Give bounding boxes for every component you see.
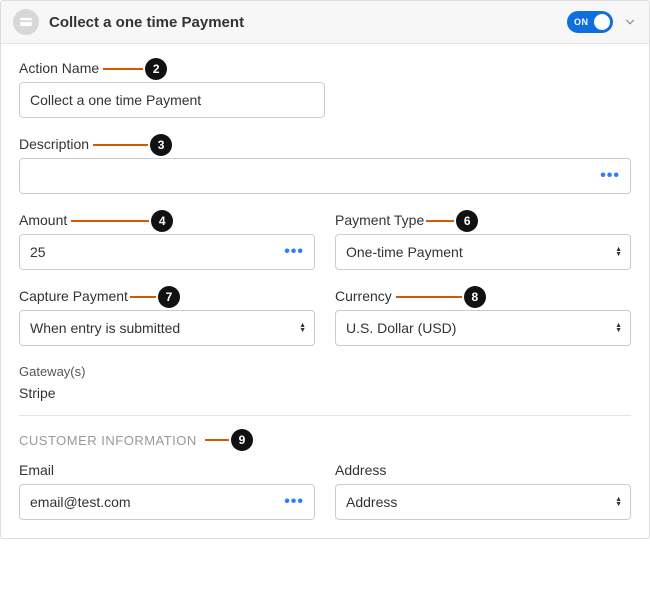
callout-4: 4	[71, 210, 173, 232]
address-label: Address	[335, 462, 631, 478]
callout-9: 9	[205, 429, 253, 451]
capture-payment-label: Capture Payment	[19, 288, 128, 304]
payment-type-label: Payment Type	[335, 212, 424, 228]
callout-7: 7	[130, 286, 180, 308]
currency-value: U.S. Dollar (USD)	[346, 320, 456, 336]
enabled-toggle[interactable]: ON	[567, 11, 613, 33]
amount-options-icon[interactable]: •••	[284, 243, 304, 261]
amount-label: Amount	[19, 212, 67, 228]
address-select[interactable]: Address ▲▼	[335, 484, 631, 520]
payment-type-select[interactable]: One-time Payment ▲▼	[335, 234, 631, 270]
amount-value: 25	[30, 244, 46, 260]
description-options-icon[interactable]: •••	[600, 167, 620, 185]
capture-payment-select[interactable]: When entry is submitted ▲▼	[19, 310, 315, 346]
action-name-input[interactable]: Collect a one time Payment	[19, 82, 325, 118]
panel-title: Collect a one time Payment	[49, 14, 567, 31]
payment-action-panel: Collect a one time Payment ON Action Nam…	[0, 0, 650, 539]
customer-info-section-title: CUSTOMER INFORMATION	[19, 433, 197, 448]
panel-body: Action Name 2 Collect a one time Payment…	[1, 44, 649, 538]
callout-6: 6	[426, 210, 478, 232]
email-label: Email	[19, 462, 315, 478]
payment-type-value: One-time Payment	[346, 244, 463, 260]
callout-8: 8	[396, 286, 486, 308]
email-options-icon[interactable]: •••	[284, 493, 304, 511]
chevron-down-icon[interactable]	[623, 15, 637, 29]
select-arrows-icon: ▲▼	[615, 247, 622, 257]
divider	[19, 415, 631, 416]
select-arrows-icon: ▲▼	[299, 323, 306, 333]
address-value: Address	[346, 494, 397, 510]
gateways-value: Stripe	[19, 385, 631, 401]
capture-payment-value: When entry is submitted	[30, 320, 180, 336]
description-label: Description	[19, 136, 89, 152]
email-input[interactable]: email@test.com •••	[19, 484, 315, 520]
email-value: email@test.com	[30, 494, 131, 510]
callout-2: 2	[103, 58, 167, 80]
card-icon	[13, 9, 39, 35]
toggle-label: ON	[574, 17, 589, 27]
select-arrows-icon: ▲▼	[615, 497, 622, 507]
action-name-label: Action Name	[19, 60, 99, 76]
description-input[interactable]: •••	[19, 158, 631, 194]
gateways-label: Gateway(s)	[19, 364, 631, 379]
select-arrows-icon: ▲▼	[615, 323, 622, 333]
toggle-knob	[594, 14, 610, 30]
currency-label: Currency	[335, 288, 392, 304]
panel-header: Collect a one time Payment ON	[1, 1, 649, 44]
amount-input[interactable]: 25 •••	[19, 234, 315, 270]
callout-3: 3	[93, 134, 172, 156]
action-name-value: Collect a one time Payment	[30, 92, 201, 108]
currency-select[interactable]: U.S. Dollar (USD) ▲▼	[335, 310, 631, 346]
